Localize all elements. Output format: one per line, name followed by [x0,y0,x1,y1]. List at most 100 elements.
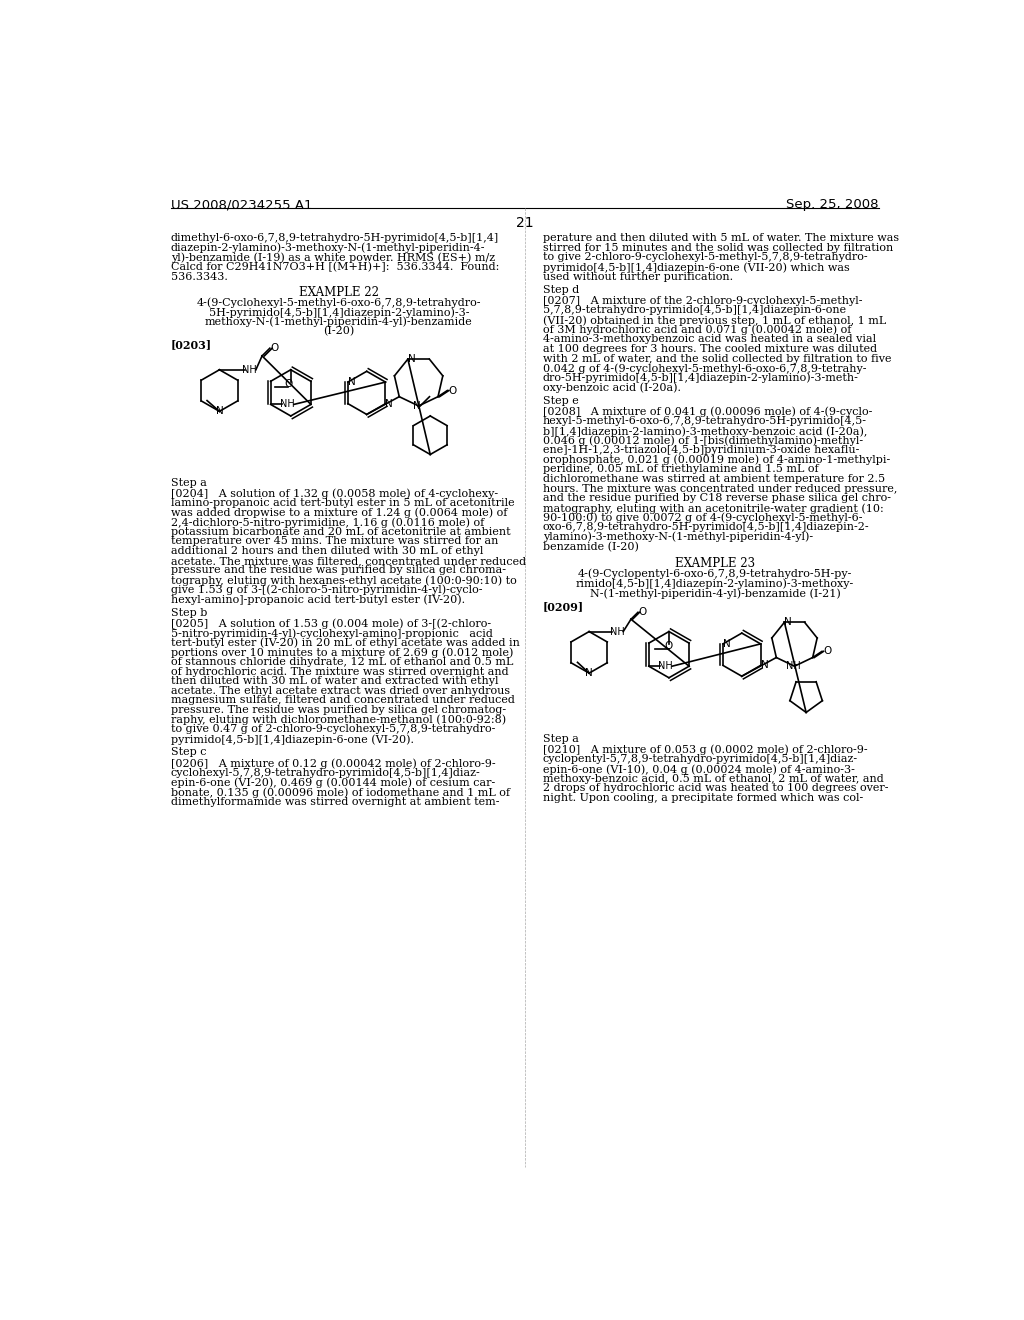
Text: Step d: Step d [543,285,579,296]
Text: [0207]   A mixture of the 2-chloro-9-cyclohexyl-5-methyl-: [0207] A mixture of the 2-chloro-9-cyclo… [543,296,862,306]
Text: O: O [449,385,457,396]
Text: O: O [665,642,673,651]
Text: of 3M hydrochloric acid and 0.071 g (0.00042 mole) of: of 3M hydrochloric acid and 0.071 g (0.0… [543,325,851,335]
Text: pyrimido[4,5-b][1,4]diazepin-6-one (VII-20) which was: pyrimido[4,5-b][1,4]diazepin-6-one (VII-… [543,261,849,272]
Text: NH: NH [610,627,626,636]
Text: [0208]   A mixture of 0.041 g (0.00096 mole) of 4-(9-cyclo-: [0208] A mixture of 0.041 g (0.00096 mol… [543,407,872,417]
Text: 536.3343.: 536.3343. [171,272,227,281]
Text: 0.042 g of 4-(9-cyclohexyl-5-methyl-6-oxo-6,7,8,9-tetrahy-: 0.042 g of 4-(9-cyclohexyl-5-methyl-6-ox… [543,363,866,374]
Text: acetate. The mixture was filtered, concentrated under reduced: acetate. The mixture was filtered, conce… [171,556,525,566]
Text: NH: NH [243,364,257,375]
Text: 21: 21 [516,216,534,230]
Text: portions over 10 minutes to a mixture of 2.69 g (0.012 mole): portions over 10 minutes to a mixture of… [171,647,513,657]
Text: N: N [723,639,731,649]
Text: stirred for 15 minutes and the solid was collected by filtration: stirred for 15 minutes and the solid was… [543,243,893,252]
Text: 4-(9-Cyclopentyl-6-oxo-6,7,8,9-tetrahydro-5H-py-: 4-(9-Cyclopentyl-6-oxo-6,7,8,9-tetrahydr… [578,569,852,579]
Text: Calcd for C29H41N7O3+H [(M+H)+]:  536.3344.  Found:: Calcd for C29H41N7O3+H [(M+H)+]: 536.334… [171,261,499,272]
Text: 90-100:0) to give 0.0072 g of 4-(9-cyclohexyl-5-methyl-6-: 90-100:0) to give 0.0072 g of 4-(9-cyclo… [543,512,862,523]
Text: [0204]   A solution of 1.32 g (0.0058 mole) of 4-cyclohexy-: [0204] A solution of 1.32 g (0.0058 mole… [171,488,498,499]
Text: dro-5H-pyrimido[4,5-b][1,4]diazepin-2-ylamino)-3-meth-: dro-5H-pyrimido[4,5-b][1,4]diazepin-2-yl… [543,372,858,383]
Text: b][1,4]diazepin-2-lamino)-3-methoxy-benzoic acid (I-20a),: b][1,4]diazepin-2-lamino)-3-methoxy-benz… [543,426,867,437]
Text: acetate. The ethyl acetate extract was dried over anhydrous: acetate. The ethyl acetate extract was d… [171,686,510,696]
Text: pyrimido[4,5-b][1,4]diazepin-6-one (VI-20).: pyrimido[4,5-b][1,4]diazepin-6-one (VI-2… [171,734,414,744]
Text: matography, eluting with an acetonitrile-water gradient (10:: matography, eluting with an acetonitrile… [543,503,884,513]
Text: give 1.53 g of 3-[(2-chloro-5-nitro-pyrimidin-4-yl)-cyclo-: give 1.53 g of 3-[(2-chloro-5-nitro-pyri… [171,585,482,595]
Text: oxo-6,7,8,9-tetrahydro-5H-pyrimido[4,5-b][1,4]diazepin-2-: oxo-6,7,8,9-tetrahydro-5H-pyrimido[4,5-b… [543,523,869,532]
Text: N: N [414,401,421,411]
Text: cyclopentyl-5,7,8,9-tetrahydro-pyrimido[4,5-b][1,4]diaz-: cyclopentyl-5,7,8,9-tetrahydro-pyrimido[… [543,755,858,764]
Text: tography, eluting with hexanes-ethyl acetate (100:0-90:10) to: tography, eluting with hexanes-ethyl ace… [171,576,516,586]
Text: benzamide (I-20): benzamide (I-20) [543,541,639,552]
Text: oxy-benzoic acid (I-20a).: oxy-benzoic acid (I-20a). [543,383,681,393]
Text: N: N [784,618,793,627]
Text: O: O [823,647,831,656]
Text: dimethyl-6-oxo-6,7,8,9-tetrahydro-5H-pyrimido[4,5-b][1,4]: dimethyl-6-oxo-6,7,8,9-tetrahydro-5H-pyr… [171,234,499,243]
Text: [0209]: [0209] [543,601,584,611]
Text: rimido[4,5-b][1,4]diazepin-2-ylamino)-3-methoxy-: rimido[4,5-b][1,4]diazepin-2-ylamino)-3-… [575,578,854,589]
Text: used without further purification.: used without further purification. [543,272,733,281]
Text: at 100 degrees for 3 hours. The cooled mixture was diluted: at 100 degrees for 3 hours. The cooled m… [543,345,877,354]
Text: Step a: Step a [171,478,207,487]
Text: O: O [285,379,293,389]
Text: ylamino)-3-methoxy-N-(1-methyl-piperidin-4-yl)-: ylamino)-3-methoxy-N-(1-methyl-piperidin… [543,532,813,543]
Text: O: O [639,607,647,618]
Text: NH: NH [785,661,801,671]
Text: EXAMPLE 22: EXAMPLE 22 [299,286,379,298]
Text: hexyl-amino]-propanoic acid tert-butyl ester (IV-20).: hexyl-amino]-propanoic acid tert-butyl e… [171,594,465,605]
Text: NH: NH [658,661,673,671]
Text: hexyl-5-methyl-6-oxo-6,7,8,9-tetrahydro-5H-pyrimido[4,5-: hexyl-5-methyl-6-oxo-6,7,8,9-tetrahydro-… [543,416,866,426]
Text: 4-amino-3-methoxybenzoic acid was heated in a sealed vial: 4-amino-3-methoxybenzoic acid was heated… [543,334,876,345]
Text: methoxy-N-(1-methyl-piperidin-4-yl)-benzamide: methoxy-N-(1-methyl-piperidin-4-yl)-benz… [205,317,473,327]
Text: and the residue purified by C18 reverse phase silica gel chro-: and the residue purified by C18 reverse … [543,494,891,503]
Text: N: N [348,378,355,387]
Text: pressure and the residue was purified by silica gel chroma-: pressure and the residue was purified by… [171,565,506,576]
Text: was added dropwise to a mixture of 1.24 g (0.0064 mole) of: was added dropwise to a mixture of 1.24 … [171,508,507,519]
Text: orophosphate, 0.021 g (0.00019 mole) of 4-amino-1-methylpi-: orophosphate, 0.021 g (0.00019 mole) of … [543,455,890,466]
Text: bonate, 0.135 g (0.00096 mole) of iodomethane and 1 mL of: bonate, 0.135 g (0.00096 mole) of iodome… [171,787,510,797]
Text: [0206]   A mixture of 0.12 g (0.00042 mole) of 2-chloro-9-: [0206] A mixture of 0.12 g (0.00042 mole… [171,758,496,768]
Text: N: N [586,668,593,678]
Text: magnesium sulfate, filtered and concentrated under reduced: magnesium sulfate, filtered and concentr… [171,696,514,705]
Text: dichloromethane was stirred at ambient temperature for 2.5: dichloromethane was stirred at ambient t… [543,474,885,484]
Text: 5-nitro-pyrimidin-4-yl)-cyclohexyl-amino]-propionic   acid: 5-nitro-pyrimidin-4-yl)-cyclohexyl-amino… [171,628,493,639]
Text: 5,7,8,9-tetrahydro-pyrimido[4,5-b][1,4]diazepin-6-one: 5,7,8,9-tetrahydro-pyrimido[4,5-b][1,4]d… [543,305,846,315]
Text: hours. The mixture was concentrated under reduced pressure,: hours. The mixture was concentrated unde… [543,483,897,494]
Text: ene]-1H-1,2,3-triazolo[4,5-b]pyridinium-3-oxide hexaflu-: ene]-1H-1,2,3-triazolo[4,5-b]pyridinium-… [543,445,859,455]
Text: to give 2-chloro-9-cyclohexyl-5-methyl-5,7,8,9-tetrahydro-: to give 2-chloro-9-cyclohexyl-5-methyl-5… [543,252,867,263]
Text: 2 drops of hydrochloric acid was heated to 100 degrees over-: 2 drops of hydrochloric acid was heated … [543,783,888,793]
Text: Step e: Step e [543,396,579,407]
Text: 5H-pyrimido[4,5-b][1,4]diazepin-2-ylamino)-3-: 5H-pyrimido[4,5-b][1,4]diazepin-2-ylamin… [209,308,469,318]
Text: yl)-benzamide (I-19) as a white powder. HRMS (ES+) m/z: yl)-benzamide (I-19) as a white powder. … [171,252,495,263]
Text: raphy, eluting with dichloromethane-methanol (100:0-92:8): raphy, eluting with dichloromethane-meth… [171,714,506,725]
Text: N: N [761,660,768,671]
Text: Sep. 25, 2008: Sep. 25, 2008 [786,198,879,211]
Text: [0205]   A solution of 1.53 g (0.004 mole) of 3-[(2-chloro-: [0205] A solution of 1.53 g (0.004 mole)… [171,619,490,630]
Text: tert-butyl ester (IV-20) in 20 mL of ethyl acetate was added in: tert-butyl ester (IV-20) in 20 mL of eth… [171,638,519,648]
Text: pressure. The residue was purified by silica gel chromatog-: pressure. The residue was purified by si… [171,705,506,715]
Text: NH: NH [281,400,295,409]
Text: Step c: Step c [171,747,206,758]
Text: Step a: Step a [543,734,579,744]
Text: temperature over 45 mins. The mixture was stirred for an: temperature over 45 mins. The mixture wa… [171,536,498,546]
Text: Step b: Step b [171,607,207,618]
Text: cyclohexyl-5,7,8,9-tetrahydro-pyrimido[4,5-b][1,4]diaz-: cyclohexyl-5,7,8,9-tetrahydro-pyrimido[4… [171,768,480,777]
Text: night. Upon cooling, a precipitate formed which was col-: night. Upon cooling, a precipitate forme… [543,793,863,803]
Text: US 2008/0234255 A1: US 2008/0234255 A1 [171,198,312,211]
Text: 4-(9-Cyclohexyl-5-methyl-6-oxo-6,7,8,9-tetrahydro-: 4-(9-Cyclohexyl-5-methyl-6-oxo-6,7,8,9-t… [197,297,481,308]
Text: 0.046 g (0.00012 mole) of 1-[bis(dimethylamino)-methyl-: 0.046 g (0.00012 mole) of 1-[bis(dimethy… [543,436,863,446]
Text: dimethylformamide was stirred overnight at ambient tem-: dimethylformamide was stirred overnight … [171,797,499,807]
Text: N: N [216,407,223,416]
Text: (I-20): (I-20) [324,326,354,337]
Text: with 2 mL of water, and the solid collected by filtration to five: with 2 mL of water, and the solid collec… [543,354,891,363]
Text: EXAMPLE 23: EXAMPLE 23 [675,557,755,570]
Text: of hydrochloric acid. The mixture was stirred overnight and: of hydrochloric acid. The mixture was st… [171,667,508,677]
Text: peridine, 0.05 mL of triethylamine and 1.5 mL of: peridine, 0.05 mL of triethylamine and 1… [543,465,818,474]
Text: perature and then diluted with 5 mL of water. The mixture was: perature and then diluted with 5 mL of w… [543,234,899,243]
Text: [0203]: [0203] [171,339,212,350]
Text: additional 2 hours and then diluted with 30 mL of ethyl: additional 2 hours and then diluted with… [171,546,483,556]
Text: N-(1-methyl-piperidin-4-yl)-benzamide (I-21): N-(1-methyl-piperidin-4-yl)-benzamide (I… [590,589,841,599]
Text: epin-6-one (VI-10), 0.04 g (0.00024 mole) of 4-amino-3-: epin-6-one (VI-10), 0.04 g (0.00024 mole… [543,764,854,775]
Text: of stannous chloride dihydrate, 12 mL of ethanol and 0.5 mL: of stannous chloride dihydrate, 12 mL of… [171,657,513,667]
Text: methoxy-benzoic acid, 0.5 mL of ethanol, 2 mL of water, and: methoxy-benzoic acid, 0.5 mL of ethanol,… [543,774,884,784]
Text: N: N [408,354,416,364]
